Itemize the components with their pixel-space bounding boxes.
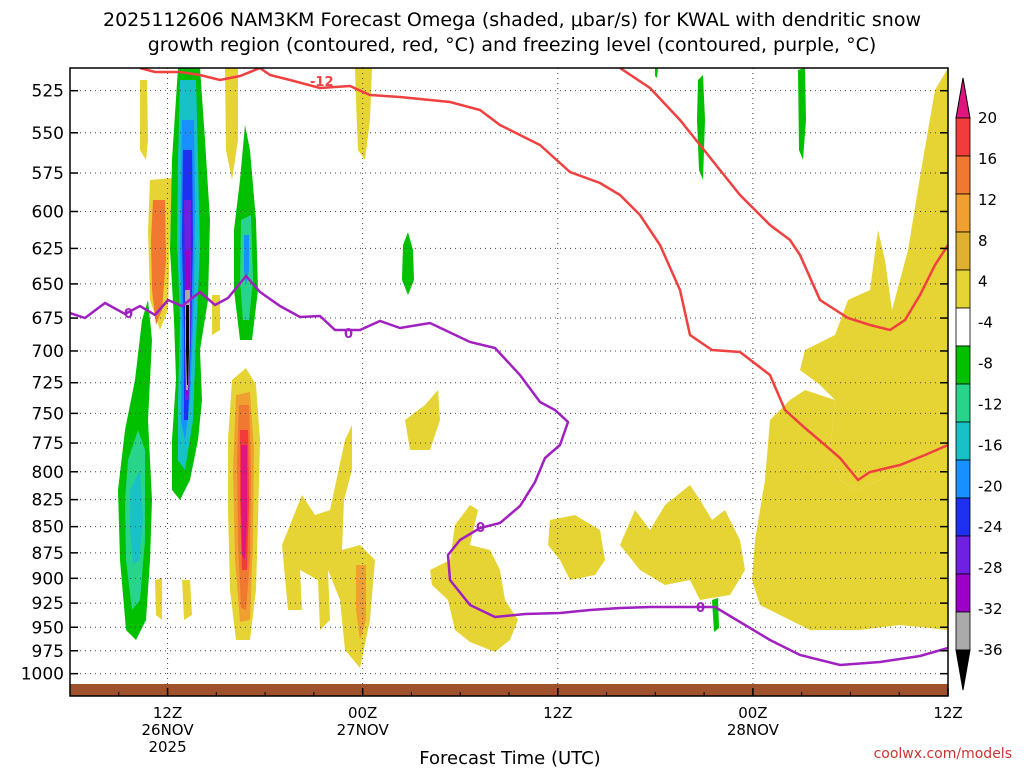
omega-neg-left-cyan [130,470,143,565]
freezing-label-4: 0 [696,601,705,616]
y-tick-label: 675 [32,309,64,329]
omega-region-00z [282,425,375,668]
y-tick-label: 975 [32,642,64,662]
shaded-omega-field [118,68,948,668]
omega-region-27nov-am [405,390,440,450]
omega-region-top-1600z [225,68,238,180]
colorbar-label: -16 [978,436,1003,454]
y-tick-label: 525 [32,82,64,102]
colorbar-segment [955,155,971,195]
omega-region-small-1430z [182,580,192,620]
colorbar-segment [955,535,971,575]
y-tick-label: 875 [32,544,64,564]
omega-neg-1600z-blue [244,235,249,285]
contour-lines: -12 0 0 0 0 [70,68,948,667]
y-tick-label: 625 [32,239,64,259]
omega-core-00z-orange [356,565,366,640]
x-tick-label: 00Z [348,704,377,722]
omega-region-right-upper [800,68,948,490]
dgz-contour-upper [139,68,948,482]
y-tick-label: 750 [32,404,64,424]
y-tick-label: 1000 [21,665,64,685]
omega-region-27nov-noon [430,505,518,652]
colorbar-label: -24 [978,518,1003,536]
omega-region-28nov [620,485,745,600]
x-tick-label: 12Z [153,704,182,722]
colorbar-label: 20 [978,109,997,127]
colorbar-segment [955,193,971,233]
omega-region-small-1500z [212,295,220,335]
chart-title-line2: growth region (contoured, red, °C) and f… [148,34,877,56]
dgz-contour-label: -12 [310,75,334,90]
omega-core-1630z-magenta [241,445,247,560]
colorbar-label: -32 [978,600,1003,618]
colorbar-top-arrow [955,77,971,119]
colorbar-segment [955,231,971,271]
y-tick-label: 775 [32,434,64,454]
colorbar-segment [955,497,971,537]
colorbar-label: -4 [978,314,993,332]
omega-core-12z-orange [151,200,166,325]
colorbar-label: 12 [978,191,997,209]
colorbar-segment [955,573,971,613]
colorbar-segment [955,117,971,157]
omega-region-right-lower [752,380,948,630]
omega-region-small-left [155,578,162,620]
colorbar-label: -36 [978,641,1003,659]
x-tick-label: 2025 [148,738,186,756]
omega-neg-small-green-5 [655,68,658,78]
omega-neg-small-green-2 [697,75,705,180]
y-tick-label: 800 [32,463,64,483]
colorbar-segment [955,269,971,309]
y-tick-label: 900 [32,569,64,589]
colorbar-label: 16 [978,150,997,168]
omega-neg-small-green-1 [402,232,414,295]
x-tick-label: 12Z [933,704,962,722]
x-tick-label: 12Z [543,704,572,722]
y-axis: 525 550 575 600 625 650 675 700 725 750 775 800 825 8… [21,82,948,685]
omega-region-27nov-pm [548,515,605,580]
freezing-level-contour [70,274,948,667]
freezing-label-1: 0 [124,307,133,322]
colorbar-bottom-arrow [955,649,971,691]
colorbar-segment [955,611,971,651]
y-tick-label: 575 [32,164,64,184]
y-tick-label: 550 [32,124,64,144]
colorbar: 20 16 12 8 4 -4 -8 -12 -16 -20 -24 -28 -32 -36 [955,77,1003,691]
x-axis-title: Forecast Time (UTC) [419,748,600,768]
colorbar-label: -28 [978,559,1003,577]
colorbar-segment [955,345,971,385]
omega-neg-main-black [186,305,189,385]
colorbar-label: -20 [978,477,1003,495]
y-tick-label: 600 [32,202,64,222]
colorbar-segment [955,307,971,347]
colorbar-segment [955,421,971,461]
y-tick-label: 650 [32,275,64,295]
y-tick-label: 950 [32,618,64,638]
y-tick-label: 850 [32,518,64,538]
y-tick-label: 925 [32,594,64,614]
x-tick-label: 28NOV [727,721,780,739]
y-tick-label: 725 [32,374,64,394]
ground-strip [70,684,948,696]
x-tick-label: 00Z [738,704,767,722]
dgz-contour-right [619,68,948,332]
chart-title-line1: 2025112606 NAM3KM Forecast Omega (shaded… [103,9,921,31]
credit-text: coolwx.com/models [874,746,1012,762]
colorbar-label: -8 [978,355,993,373]
colorbar-label: 4 [978,273,988,291]
x-tick-label: 27NOV [337,721,390,739]
freezing-label-2: 0 [344,327,353,342]
colorbar-segment [955,383,971,423]
y-tick-label: 700 [32,342,64,362]
colorbar-label: -12 [978,395,1003,413]
x-tick-label: 26NOV [141,721,194,739]
colorbar-label: 8 [978,232,988,250]
freezing-label-3: 0 [476,521,485,536]
omega-region-top-left [140,80,148,160]
y-tick-label: 825 [32,491,64,511]
colorbar-segment [955,459,971,499]
